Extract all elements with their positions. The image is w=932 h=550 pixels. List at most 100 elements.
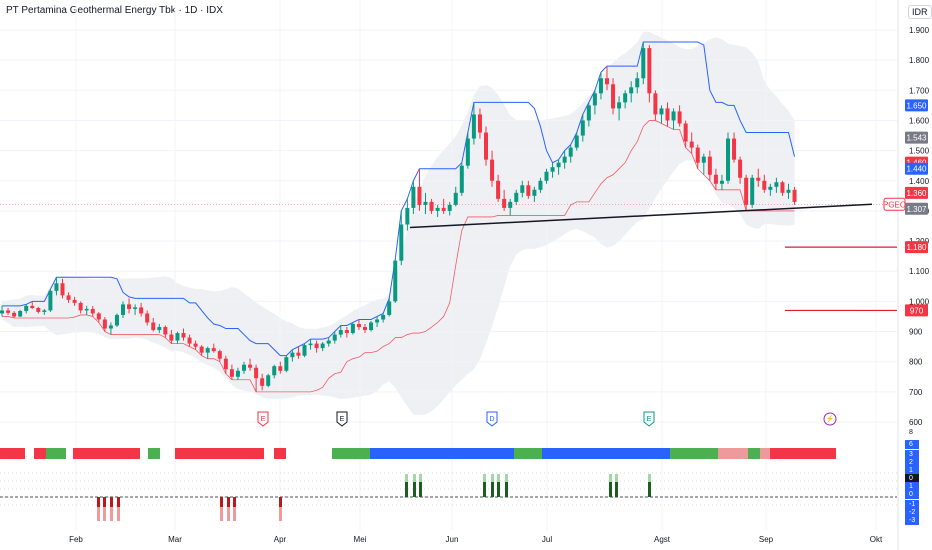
candle-body: [580, 120, 585, 136]
histogram-bar: [220, 507, 223, 521]
trendline-segment: [409, 203, 873, 229]
candle-body: [30, 305, 35, 309]
signal-bar-segment: [175, 448, 264, 459]
candle-body: [260, 378, 265, 386]
scale-badge: [905, 458, 919, 467]
candle-body: [459, 165, 464, 193]
candle-body: [272, 366, 277, 376]
scale-badge: [905, 516, 919, 525]
histogram-bar: [227, 497, 230, 507]
histogram-bar: [413, 474, 416, 482]
candle-body: [60, 283, 65, 296]
histogram-bar: [483, 482, 486, 497]
candle-body: [471, 114, 476, 139]
event-marker-badge: [336, 411, 348, 427]
histogram-bar: [419, 482, 422, 497]
histogram-bar: [648, 482, 651, 497]
candle-body: [659, 108, 664, 115]
candle-body: [562, 156, 567, 163]
candle-body: [689, 141, 694, 148]
candle-body: [611, 84, 616, 109]
candle-body: [175, 333, 180, 341]
histogram-bar: [110, 497, 113, 507]
candle-body: [163, 327, 168, 335]
price-label-text: 1.543: [906, 134, 927, 143]
candle-body: [302, 345, 307, 356]
candle-body: [508, 201, 513, 208]
candle-body: [762, 180, 767, 190]
event-marker-label: ⚡: [826, 414, 835, 423]
x-tick-label: Agst: [654, 535, 671, 544]
bollinger-band: [2, 31, 795, 415]
currency-badge[interactable]: IDR: [908, 5, 932, 19]
scale-tick-label: 3: [909, 451, 913, 458]
x-tick-label: Jun: [446, 535, 459, 544]
signal-bar-segment: [748, 448, 760, 459]
y-tick-label: 1.800: [909, 56, 930, 65]
scale-badge: [905, 500, 919, 509]
candle-body: [229, 369, 234, 377]
event-marker: D: [486, 411, 498, 427]
candle-body: [490, 159, 495, 181]
y-tick-label: 1.400: [909, 177, 930, 186]
signal-bar-segment: [0, 448, 25, 459]
candle-body: [308, 343, 313, 346]
x-tick-label: Jul: [542, 535, 552, 544]
candle-body: [756, 177, 761, 181]
x-tick-label: Okt: [870, 535, 883, 544]
lower-channel-line: [2, 120, 795, 393]
event-markers[interactable]: E E D E ⚡: [257, 411, 837, 427]
price-label-text: 970: [910, 306, 924, 315]
histogram-bar: [483, 474, 486, 482]
candle-body: [411, 186, 416, 208]
candle-body: [641, 48, 646, 79]
signal-bar-segment: [718, 448, 748, 459]
candle-body: [544, 171, 549, 181]
event-marker-badge: [823, 412, 837, 426]
histogram-bar: [648, 474, 651, 482]
candle-body: [314, 343, 319, 349]
candle-body: [677, 111, 682, 124]
x-tick-label: Mei: [354, 535, 367, 544]
candle-body: [145, 313, 150, 323]
scale-badge: [905, 474, 919, 483]
candle-body: [18, 311, 23, 317]
candle-body: [84, 308, 89, 311]
candle-body: [586, 105, 591, 121]
candle-body: [375, 319, 380, 323]
signal-bar-segment: [770, 448, 836, 459]
candle-body: [121, 304, 125, 315]
candle-body: [768, 186, 773, 190]
scale-tick-label: 0: [909, 475, 913, 482]
time-axis[interactable]: Feb Mar Apr Mei Jun Jul Agst Sep Okt: [69, 535, 883, 544]
histogram-bar: [117, 507, 120, 521]
histogram-bar: [110, 507, 113, 521]
candle-body: [127, 304, 132, 309]
candle-body: [556, 162, 561, 168]
candle-body: [592, 93, 597, 106]
signal-bar-segment: [148, 448, 160, 459]
signal-bar-segment: [760, 448, 770, 459]
price-label-text: 1.440: [906, 165, 927, 174]
band-fill: [2, 31, 795, 415]
event-marker-label: E: [261, 416, 266, 423]
indicator-lines: [2, 41, 796, 393]
candle-body: [701, 156, 706, 163]
candle-body: [296, 352, 301, 356]
candle-body: [0, 310, 4, 314]
candle-body: [248, 364, 253, 368]
candle-body: [447, 204, 452, 211]
candle-body: [344, 330, 349, 334]
candle-body: [683, 123, 688, 142]
signal-bar-segment: [542, 448, 670, 459]
price-axis[interactable]: 1.9001.8001.7001.6001.5001.4001.3001.200…: [883, 26, 930, 525]
x-tick-label: Sep: [759, 535, 774, 544]
candle-body: [114, 314, 119, 326]
y-tick-label: 1.500: [909, 147, 930, 156]
candle-body: [102, 319, 107, 329]
candle-body: [24, 305, 29, 312]
candle-body: [605, 78, 609, 85]
trendline[interactable]: [409, 203, 873, 229]
event-marker: E: [643, 411, 655, 427]
